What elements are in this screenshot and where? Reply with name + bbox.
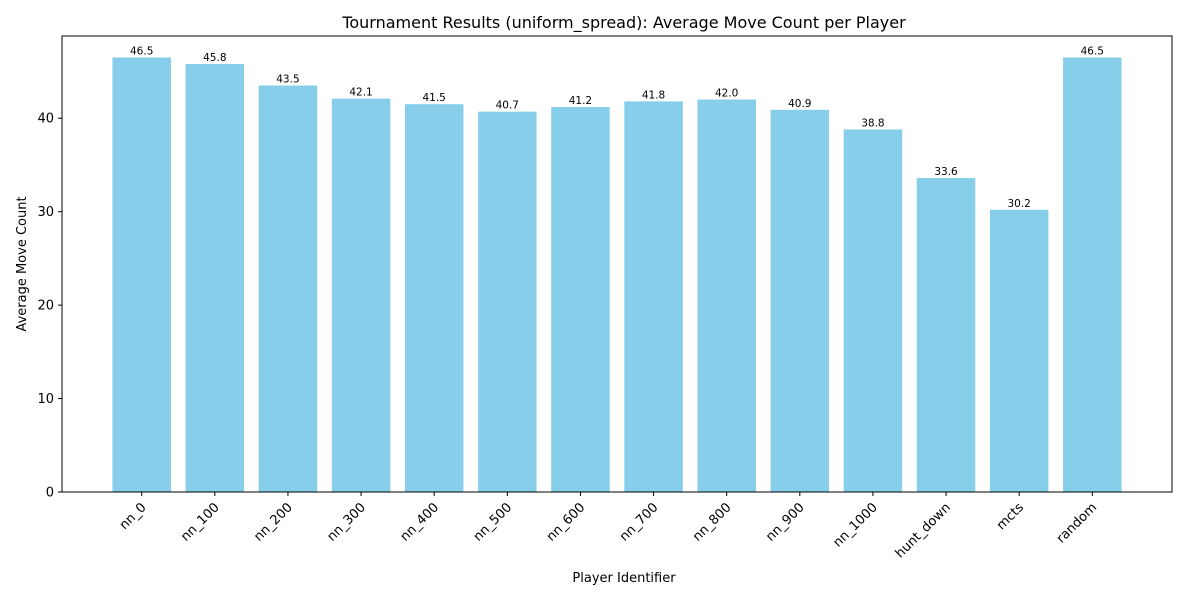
data-label-nn_800: 42.0 <box>715 88 738 100</box>
bar-nn_500 <box>478 111 537 492</box>
y-axis: 0 10 20 30 40 <box>37 112 62 501</box>
bars-layer <box>112 57 1122 493</box>
data-label-nn_500: 40.7 <box>496 100 519 112</box>
x-tick-label: nn_0 <box>117 500 150 533</box>
x-tick-label: hunt_down <box>893 500 954 561</box>
bar-mcts <box>989 209 1049 493</box>
x-tick-label: nn_300 <box>324 500 368 544</box>
data-labels-layer: 46.5 45.8 43.5 42.1 41.5 40.7 41.2 41.8 42.0 40.9… <box>130 45 1104 209</box>
data-label-nn_200: 43.5 <box>276 74 299 86</box>
bar-nn_900 <box>770 109 830 492</box>
data-label-nn_400: 41.5 <box>422 92 445 104</box>
plot-frame <box>61 35 1173 493</box>
y-tick-label: 30 <box>37 205 54 220</box>
x-tick-label: nn_700 <box>617 500 661 544</box>
chart-title: Tournament Results (uniform_spread): Ave… <box>341 13 906 33</box>
y-tick-label: 20 <box>37 299 54 314</box>
y-axis-title: Average Move Count <box>15 196 30 331</box>
data-label-nn_700: 41.8 <box>642 89 665 101</box>
x-tick-label: nn_200 <box>251 500 295 544</box>
data-label-mcts: 30.2 <box>1007 198 1030 210</box>
bar-nn_200 <box>258 85 318 493</box>
x-tick-label: nn_400 <box>398 500 442 544</box>
x-tick-label: nn_100 <box>178 500 222 544</box>
bar-random <box>1063 57 1122 493</box>
x-tick-label: nn_600 <box>544 500 588 544</box>
x-tick-label: nn_500 <box>471 500 515 544</box>
bar-nn_1000 <box>843 129 903 492</box>
bar-hunt_down <box>916 178 976 492</box>
x-axis: nn_0 nn_100 nn_200 nn_300 nn_400 nn_500 nn_600… <box>117 492 1100 561</box>
y-tick-label: 40 <box>37 112 54 127</box>
data-label-random: 46.5 <box>1081 45 1104 57</box>
bar-nn_700 <box>624 101 683 492</box>
y-tick-label: 0 <box>46 486 54 501</box>
bar-nn_300 <box>331 98 391 493</box>
bar-nn_100 <box>185 64 245 492</box>
bar-nn_0 <box>112 57 171 493</box>
data-label-nn_600: 41.2 <box>569 95 592 107</box>
data-label-nn_0: 46.5 <box>130 45 153 57</box>
data-label-nn_900: 40.9 <box>788 98 811 110</box>
bar-nn_800 <box>697 99 756 492</box>
x-tick-label: nn_900 <box>763 500 807 544</box>
bar-nn_600 <box>551 107 610 493</box>
data-label-nn_100: 45.8 <box>203 52 226 64</box>
x-axis-title: Player Identifier <box>572 571 676 586</box>
x-tick-label: mcts <box>994 500 1027 533</box>
x-tick-label: nn_800 <box>690 500 734 544</box>
x-tick-label: nn_1000 <box>831 500 881 550</box>
bar-nn_400 <box>404 104 464 493</box>
data-label-hunt_down: 33.6 <box>934 166 958 178</box>
data-label-nn_300: 42.1 <box>349 87 372 99</box>
x-tick-label: random <box>1054 500 1100 546</box>
y-tick-label: 10 <box>37 392 54 407</box>
data-label-nn_1000: 38.8 <box>861 117 884 129</box>
